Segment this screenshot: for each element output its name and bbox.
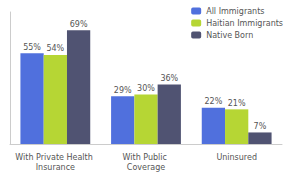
svg-text:Coverage: Coverage bbox=[127, 163, 165, 172]
svg-text:30%: 30% bbox=[137, 84, 155, 93]
svg-text:21%: 21% bbox=[228, 99, 246, 108]
svg-text:36%: 36% bbox=[160, 74, 178, 83]
svg-text:7%: 7% bbox=[254, 122, 267, 131]
svg-text:Native Born: Native Born bbox=[206, 31, 253, 40]
svg-text:54%: 54% bbox=[46, 44, 64, 53]
svg-text:22%: 22% bbox=[205, 97, 223, 106]
svg-text:Uninsured: Uninsured bbox=[216, 153, 257, 162]
svg-text:With Public: With Public bbox=[123, 153, 170, 162]
svg-text:Haitian Immigrants: Haitian Immigrants bbox=[206, 19, 283, 28]
svg-text:With Private Health: With Private Health bbox=[15, 153, 95, 162]
svg-text:29%: 29% bbox=[114, 86, 132, 95]
svg-text:55%: 55% bbox=[23, 43, 41, 52]
svg-text:Insurance: Insurance bbox=[36, 163, 75, 172]
svg-text:All Immigrants: All Immigrants bbox=[206, 7, 264, 16]
svg-text:69%: 69% bbox=[70, 20, 88, 29]
